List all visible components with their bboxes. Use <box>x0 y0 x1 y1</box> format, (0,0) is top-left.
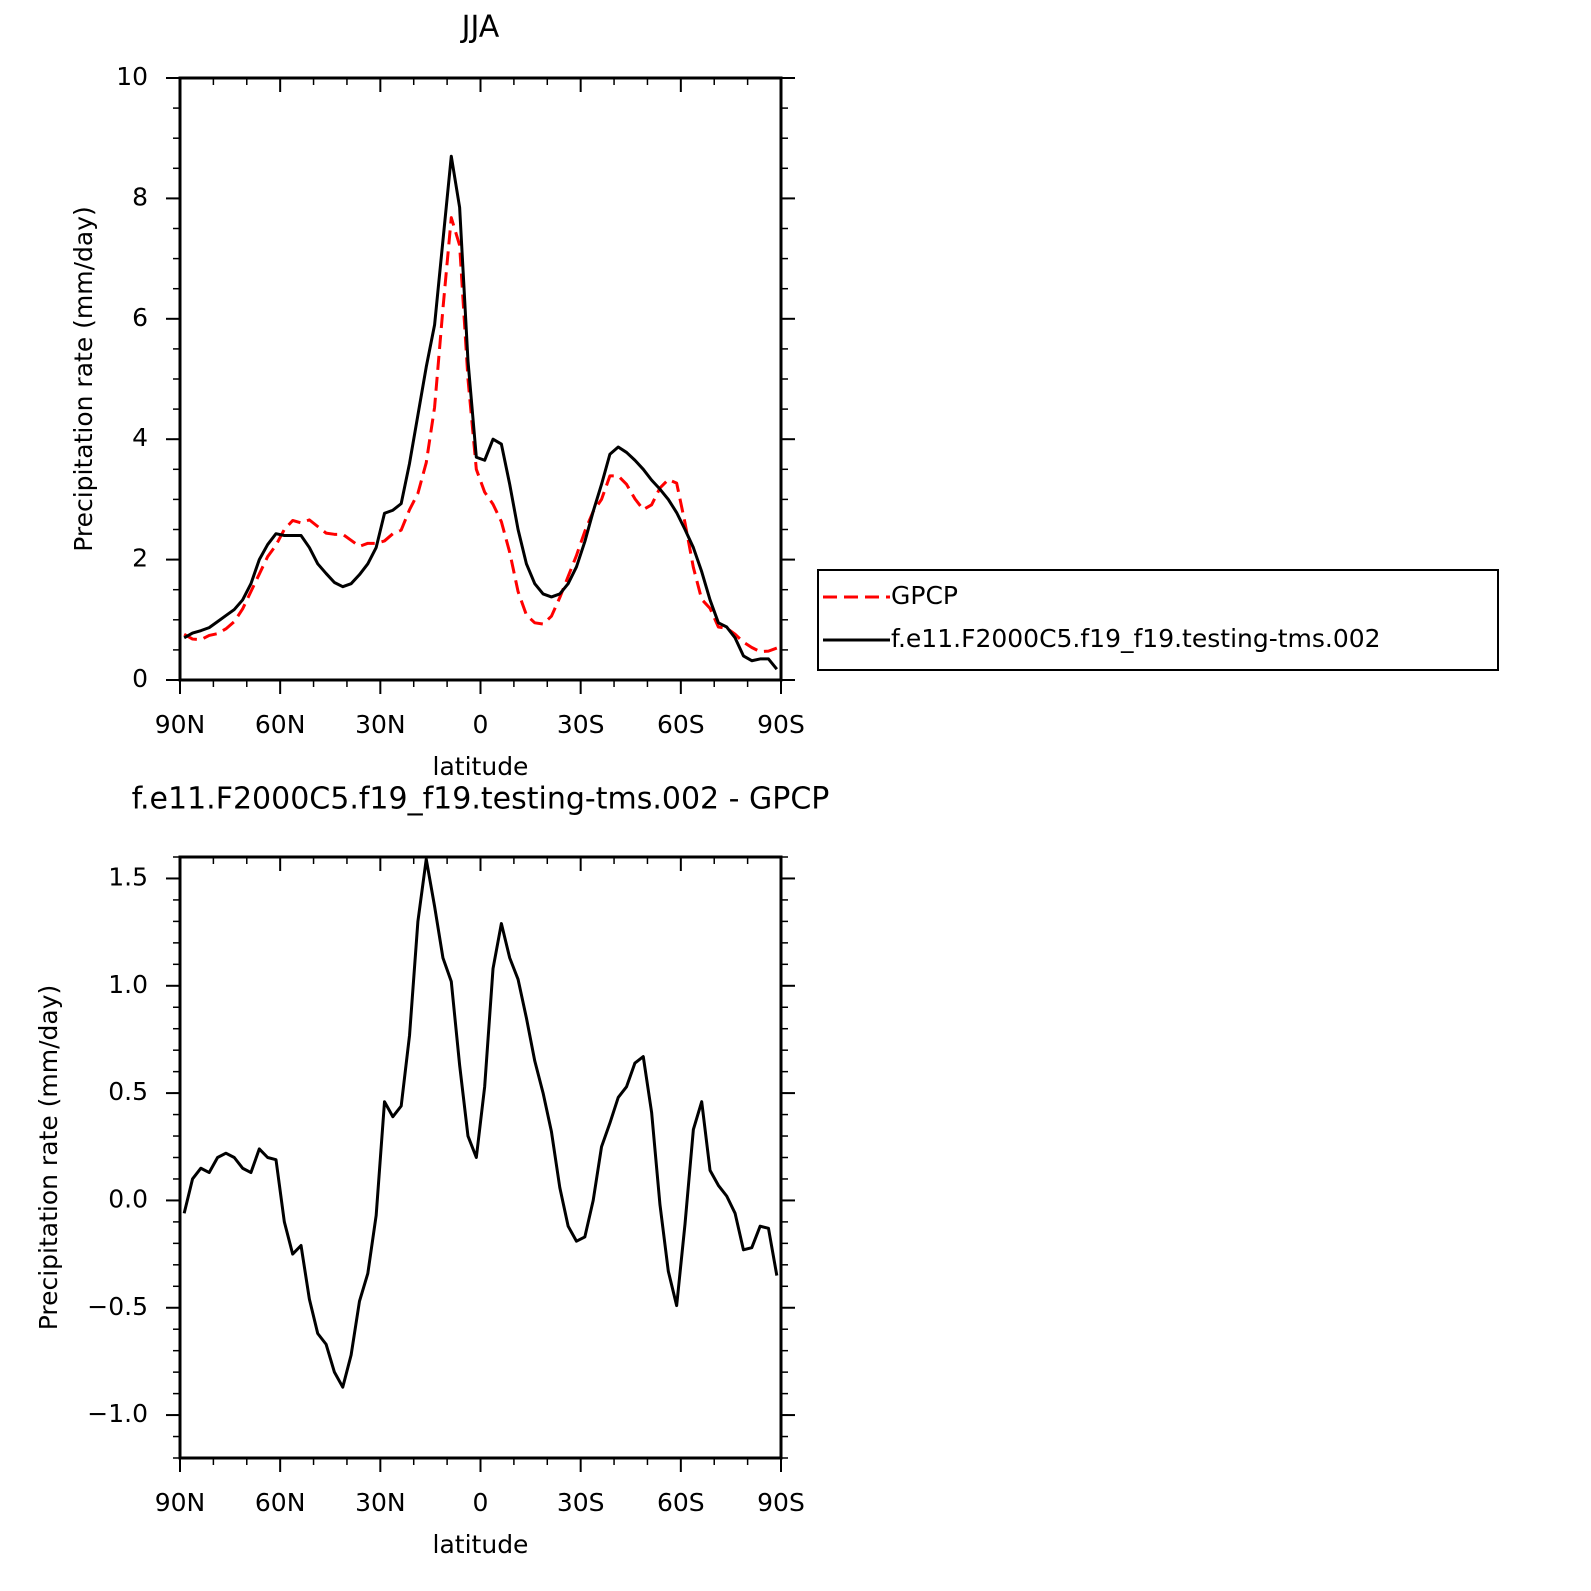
chart-title: f.e11.F2000C5.f19_f19.testing-tms.002 - … <box>132 782 830 817</box>
x-tick-label: 30S <box>557 710 605 739</box>
x-tick-label: 60S <box>657 1488 705 1517</box>
x-tick-label: 90N <box>155 710 206 739</box>
x-axis-label: latitude <box>433 752 529 781</box>
chart-title: JJA <box>460 10 500 45</box>
y-axis-label: Precipitation rate (mm/day) <box>69 206 98 552</box>
y-tick-label: 10 <box>116 62 148 91</box>
x-tick-label: 90S <box>757 710 805 739</box>
data-line <box>183 216 778 654</box>
legend-box <box>817 569 1499 671</box>
y-tick-label: 6 <box>132 303 148 332</box>
plot-frame <box>178 855 783 1460</box>
x-tick-label: 30N <box>355 1488 406 1517</box>
plot-frame <box>178 76 783 682</box>
y-tick-label: −0.5 <box>87 1292 148 1321</box>
y-tick-label: 8 <box>132 182 148 211</box>
y-tick-label: 1.5 <box>108 862 148 891</box>
y-tick-label: 0.5 <box>108 1077 148 1106</box>
legend-label: f.e11.F2000C5.f19_f19.testing-tms.002 <box>891 624 1381 653</box>
x-tick-label: 0 <box>473 710 489 739</box>
x-axis-label: latitude <box>433 1530 529 1559</box>
x-tick-label: 0 <box>473 1488 489 1517</box>
data-line <box>182 857 779 1389</box>
y-tick-label: 2 <box>132 544 148 573</box>
x-tick-label: 30S <box>557 1488 605 1517</box>
y-tick-label: 4 <box>132 423 148 452</box>
data-line <box>183 154 778 671</box>
y-tick-label: −1.0 <box>87 1399 148 1428</box>
legend-label: GPCP <box>891 581 958 610</box>
y-tick-label: 0.0 <box>108 1184 148 1213</box>
x-tick-label: 60N <box>255 1488 306 1517</box>
y-tick-label: 0 <box>132 664 148 693</box>
x-tick-label: 60N <box>255 710 306 739</box>
x-tick-label: 60S <box>657 710 705 739</box>
y-tick-label: 1.0 <box>108 970 148 999</box>
y-axis-label: Precipitation rate (mm/day) <box>34 985 63 1331</box>
x-tick-label: 90N <box>155 1488 206 1517</box>
x-tick-label: 30N <box>355 710 406 739</box>
x-tick-label: 90S <box>757 1488 805 1517</box>
